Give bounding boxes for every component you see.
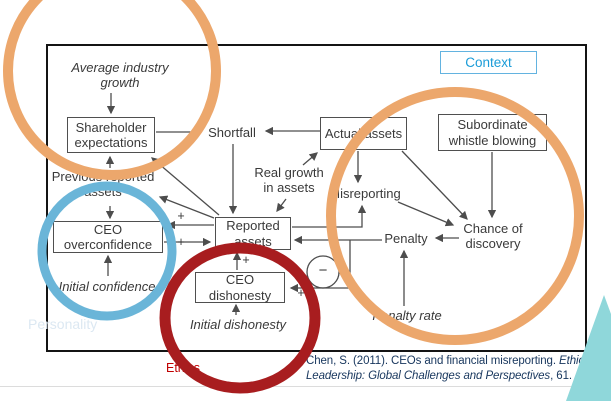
citation-italic-2: Leadership: Global Challenges and Perspe…: [306, 369, 551, 382]
plus-sign-reported-to-overconfidence: +: [177, 209, 185, 223]
plus-sign-overconfidence-to-reported: +: [177, 235, 185, 249]
bottom-divider-line: [0, 386, 611, 387]
node-initial-dishonesty: Initial dishonesty: [189, 317, 287, 332]
citation-line-1: Chen, S. (2011). CEOs and financial misr…: [306, 354, 593, 369]
node-ceo-overconfidence: CEO overconfidence: [53, 221, 163, 253]
citation-line-2: Leadership: Global Challenges and Perspe…: [306, 369, 593, 384]
node-misreporting: Misreporting: [329, 186, 401, 201]
node-subordinate-whistle-blowing: Subordinate whistle blowing: [438, 114, 547, 151]
citation-italic-1: Ethical: [559, 355, 593, 367]
plus-sign-dishonesty-to-reported: +: [242, 253, 250, 267]
node-chance-of-discovery: Chance of discovery: [463, 221, 523, 252]
node-shareholder-expectations: Shareholder expectations: [67, 117, 155, 153]
minus-sign-balancing-loop: −: [318, 262, 328, 279]
plus-sign-penalty-to-dishonesty: +: [297, 286, 305, 300]
ethics-label: Ethics: [166, 361, 201, 375]
citation-regular-1: Chen, S. (2011). CEOs and financial misr…: [306, 355, 560, 367]
node-penalty-rate: Penalty rate: [372, 308, 442, 323]
context-tag: Context: [440, 51, 537, 74]
node-initial-confidence: Initial confidence: [58, 279, 156, 294]
node-penalty: Penalty: [384, 231, 428, 246]
node-previous-reported-assets: Previous reported assets: [51, 169, 155, 200]
node-average-industry-growth: Average industry growth: [71, 60, 169, 91]
node-shortfall: Shortfall: [208, 125, 256, 140]
node-real-growth-in-assets: Real growth in assets: [254, 165, 324, 196]
node-reported-assets: Reported assets: [215, 217, 291, 250]
personality-label: Personality: [28, 316, 98, 332]
node-actual-assets: Actual assets: [320, 117, 407, 150]
node-ceo-dishonesty: CEO dishonesty: [195, 272, 285, 303]
citation: Chen, S. (2011). CEOs and financial misr…: [306, 354, 593, 384]
citation-regular-2: , 61.: [550, 369, 572, 382]
